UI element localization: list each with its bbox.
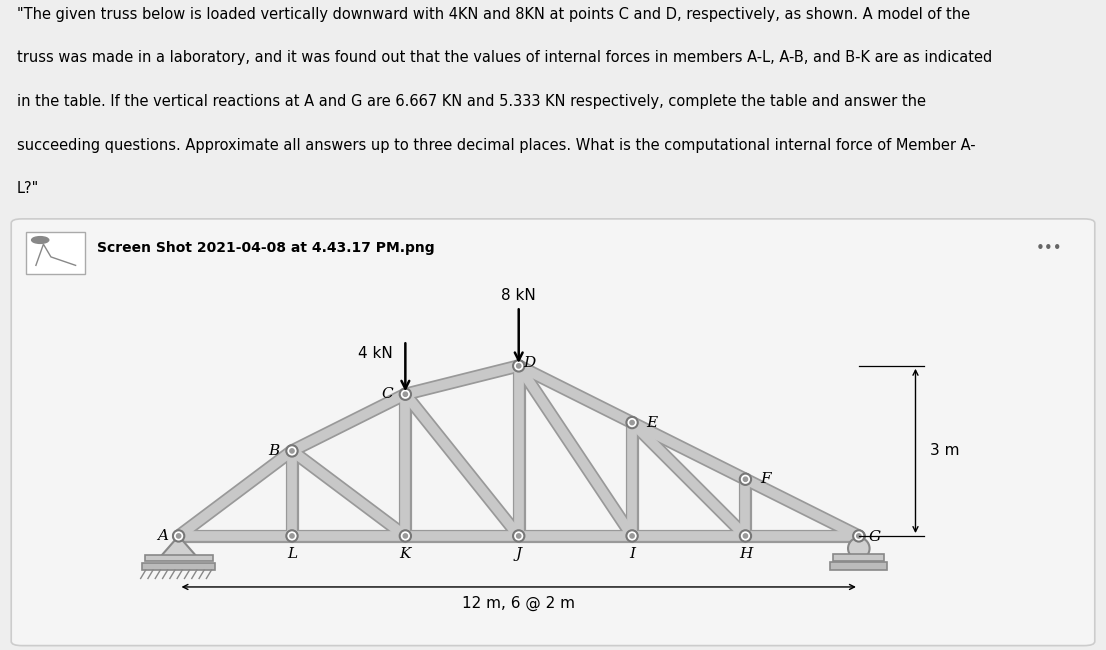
Text: J: J [515, 547, 522, 561]
Circle shape [290, 448, 294, 453]
Circle shape [513, 530, 524, 541]
FancyBboxPatch shape [142, 563, 216, 570]
Text: K: K [399, 547, 411, 561]
Text: I: I [629, 547, 635, 561]
Text: in the table. If the vertical reactions at A and G are 6.667 KN and 5.333 KN res: in the table. If the vertical reactions … [17, 94, 926, 109]
Text: 4 kN: 4 kN [358, 346, 394, 361]
Circle shape [743, 477, 748, 482]
Text: L: L [286, 547, 298, 561]
Circle shape [513, 360, 524, 372]
Circle shape [173, 530, 185, 541]
Text: "The given truss below is loaded vertically downward with 4KN and 8KN at points : "The given truss below is loaded vertica… [17, 6, 970, 21]
Circle shape [630, 421, 634, 424]
Circle shape [404, 392, 407, 396]
FancyBboxPatch shape [833, 554, 885, 561]
Circle shape [853, 530, 865, 541]
Circle shape [290, 534, 294, 538]
Text: H: H [739, 547, 752, 561]
Text: truss was made in a laboratory, and it was found out that the values of internal: truss was made in a laboratory, and it w… [17, 50, 992, 65]
Text: L?": L?" [17, 181, 39, 196]
Text: B: B [269, 444, 280, 458]
Circle shape [286, 445, 298, 456]
Text: 3 m: 3 m [930, 443, 959, 458]
Circle shape [177, 534, 180, 538]
Text: A: A [157, 529, 168, 543]
Circle shape [743, 534, 748, 538]
FancyBboxPatch shape [831, 562, 887, 570]
Circle shape [740, 530, 751, 541]
FancyBboxPatch shape [11, 219, 1095, 645]
Circle shape [286, 530, 298, 541]
Text: •••: ••• [1036, 241, 1063, 256]
Text: E: E [646, 415, 657, 430]
Circle shape [626, 530, 638, 541]
Polygon shape [159, 536, 198, 558]
Circle shape [404, 534, 407, 538]
Circle shape [740, 474, 751, 485]
Text: C: C [382, 387, 393, 401]
Text: 12 m, 6 @ 2 m: 12 m, 6 @ 2 m [462, 595, 575, 610]
Circle shape [32, 237, 49, 243]
Circle shape [517, 534, 521, 538]
FancyBboxPatch shape [27, 231, 85, 274]
Circle shape [399, 389, 411, 400]
Circle shape [626, 417, 638, 428]
Text: F: F [760, 473, 771, 486]
Circle shape [399, 530, 411, 541]
FancyBboxPatch shape [145, 554, 212, 562]
Circle shape [517, 364, 521, 368]
Circle shape [630, 534, 634, 538]
Text: D: D [523, 356, 535, 370]
Text: Screen Shot 2021-04-08 at 4.43.17 PM.png: Screen Shot 2021-04-08 at 4.43.17 PM.png [97, 241, 435, 255]
Circle shape [857, 534, 860, 538]
Text: succeeding questions. Approximate all answers up to three decimal places. What i: succeeding questions. Approximate all an… [17, 138, 975, 153]
Text: G: G [868, 530, 880, 544]
Text: 8 kN: 8 kN [501, 287, 536, 302]
Circle shape [848, 538, 869, 559]
